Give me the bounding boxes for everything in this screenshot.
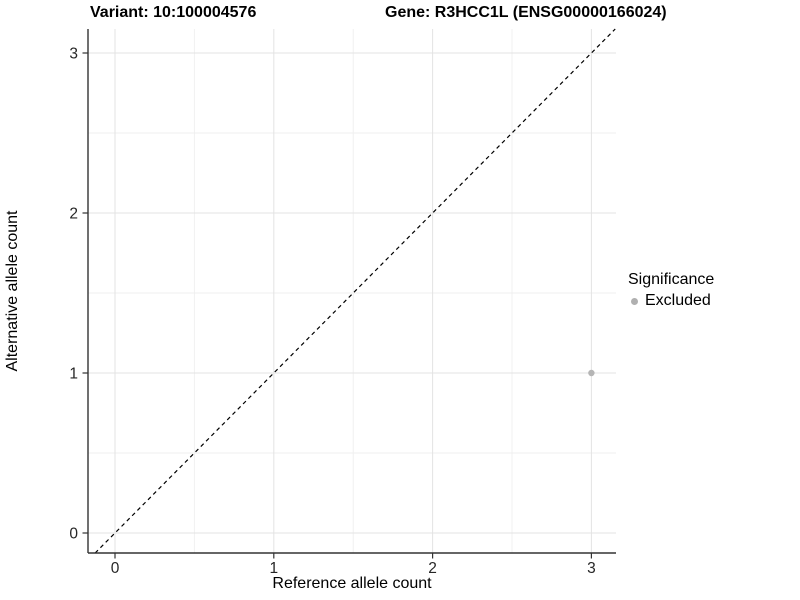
svg-text:1: 1 (269, 560, 278, 577)
svg-text:2: 2 (428, 560, 437, 577)
legend-title: Significance (628, 271, 715, 288)
legend-item-label: Excluded (645, 292, 711, 309)
svg-text:3: 3 (587, 560, 596, 577)
x-axis-title: Reference allele count (272, 575, 432, 592)
svg-text:0: 0 (69, 526, 78, 543)
svg-text:0: 0 (111, 560, 120, 577)
legend: Significance Excluded (628, 271, 714, 310)
legend-item-excluded: Excluded (628, 292, 714, 310)
svg-text:3: 3 (69, 46, 78, 63)
variant-title: Variant: 10:100004576 (90, 4, 257, 21)
svg-text:1: 1 (69, 366, 78, 383)
gene-title: Gene: R3HCC1L (ENSG00000166024) (385, 4, 667, 21)
svg-text:2: 2 (69, 206, 78, 223)
legend-point-icon (631, 297, 638, 305)
